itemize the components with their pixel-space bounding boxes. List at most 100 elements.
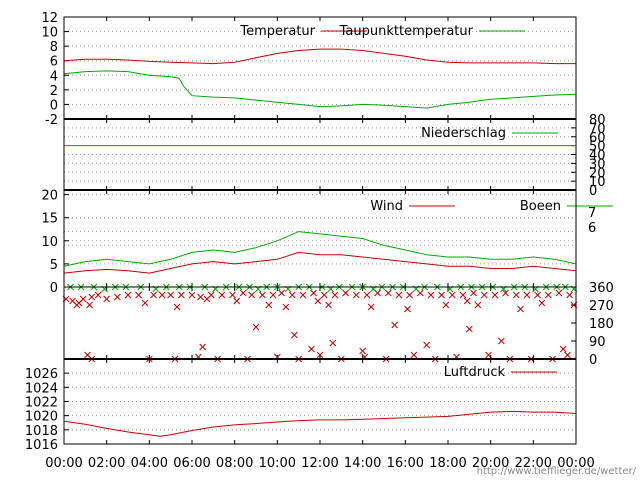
temperature-ytick-label: 12 (41, 11, 58, 26)
wind-direction-ytick-label: 180 (589, 317, 614, 332)
wind-direction-point (564, 351, 571, 359)
wind-direction-point (566, 291, 573, 299)
wind-direction-point (448, 291, 456, 299)
wind-direction-point (442, 301, 450, 309)
wind-direction-point (259, 291, 266, 299)
pressure-ytick-label: 1026 (25, 367, 58, 382)
wind-direction-point (310, 289, 317, 297)
wind-direction-point (265, 301, 273, 309)
x-tick-label: 00:00 (45, 456, 82, 471)
wind-direction-point (252, 323, 260, 331)
wind-direction-point (158, 291, 166, 299)
wind-ytick-label: 10 (41, 235, 58, 250)
wind-direction-point (288, 291, 296, 299)
pressure-series-luftdruck (63, 410, 577, 437)
pressure-ytick-label: 1016 (25, 438, 58, 453)
wind-direction-point (367, 303, 375, 311)
wind-direction-point (141, 299, 149, 307)
wind-direction-point (352, 291, 360, 299)
wind-direction-point (480, 291, 488, 299)
x-tick-label: 02:00 (88, 456, 125, 471)
wind-direction-point (463, 297, 471, 305)
wind-series-wind (63, 251, 577, 274)
wind-direction-ytick-label: 270 (589, 299, 614, 314)
temperature-ytick-label: 8 (50, 40, 58, 55)
wind-direction-point (384, 289, 392, 297)
temperature-series-temperatur (63, 48, 576, 65)
precipitation-ytick-label: 60 (589, 131, 606, 146)
temperature-ytick-label: 2 (50, 84, 58, 99)
x-tick-label: 10:00 (259, 456, 296, 471)
wind-direction-point (502, 289, 509, 297)
wind-direction-point (124, 291, 132, 299)
pressure-ytick-label: 1022 (25, 396, 58, 411)
wind-direction-point (485, 351, 492, 359)
x-tick-label: 22:00 (515, 456, 552, 471)
pressure-ytick-label: 1018 (25, 424, 58, 439)
temperature-legend-label: Taupunkttemperatur (339, 24, 474, 39)
wind-direction-point (94, 291, 102, 299)
wind-direction-point (325, 301, 332, 309)
wind-direction-point (544, 291, 552, 299)
temperature-frame (63, 16, 577, 120)
wind-direction-point (342, 289, 349, 297)
wind-direction-point (308, 345, 315, 353)
wind-direction-point (517, 305, 524, 313)
wind-direction-point (197, 293, 204, 301)
wind-direction-point (491, 291, 499, 299)
wind-direction-point (523, 291, 531, 299)
temperature-ytick-label: 6 (50, 55, 58, 70)
wind-series-boeen (63, 231, 577, 267)
precipitation-ytick-label: 20 (589, 166, 606, 181)
wind-direction-point (359, 347, 367, 355)
wind-direction-point (167, 291, 175, 299)
wind-direction-point (248, 291, 256, 299)
wind-direction-point (474, 301, 482, 309)
wind-direction-point (410, 351, 418, 359)
wind-legend-label: Boeen (520, 199, 561, 214)
x-tick-label: 06:00 (173, 456, 210, 471)
footer-url: http://www.tiefflieger.de/wetter/ (477, 466, 637, 477)
wind-direction-ytick-label: 90 (589, 335, 606, 350)
wind-direction-point (282, 303, 290, 311)
wind-direction-point (135, 291, 143, 299)
wind-direction-point (173, 303, 181, 311)
precipitation-ytick-label: 80 (589, 113, 606, 128)
wind-direction-point (75, 299, 83, 307)
pressure-ytick-label: 1020 (25, 410, 58, 425)
x-tick-label: 08:00 (216, 456, 253, 471)
x-tick-label: 00:00 (557, 456, 594, 471)
precipitation-ytick-label: 30 (589, 157, 606, 172)
x-tick-label: 04:00 (131, 456, 168, 471)
wind-direction-point (229, 291, 236, 299)
temperature-ytick-label: -2 (45, 113, 58, 128)
wind-direction-point (423, 341, 431, 349)
wind-direction-point (299, 291, 307, 299)
temperature-legend-label: Temperatur (239, 24, 315, 39)
wind-direction-point (538, 299, 546, 307)
wind-right-label: 6 (588, 221, 596, 236)
temperature-series-taupunkttemperatur (63, 70, 577, 109)
wind-direction-point (291, 331, 298, 339)
pressure-ytick-label: 1024 (25, 381, 58, 396)
wind-direction-point (534, 291, 541, 299)
wind-ytick-label: 20 (41, 189, 58, 204)
wind-direction-point (497, 337, 505, 345)
wind-direction-point (363, 291, 371, 299)
precipitation-legend-label: Niederschlag (421, 126, 506, 141)
wind-direction-point (320, 291, 328, 299)
wind-direction-point (113, 293, 121, 301)
wind-direction-point (233, 297, 241, 305)
temperature-ytick-label: 10 (41, 26, 58, 41)
precipitation-ytick-label: 10 (589, 175, 606, 190)
wind-direction-point (239, 289, 247, 297)
wind-ytick-label: 0 (50, 281, 58, 296)
wind-direction-point (86, 301, 93, 309)
wind-direction-point (459, 291, 467, 299)
wind-direction-point (395, 291, 403, 299)
wind-direction-ytick-label: 360 (589, 281, 614, 296)
wind-direction-point (199, 343, 207, 351)
x-tick-label: 16:00 (387, 456, 424, 471)
wind-direction-point (438, 291, 445, 299)
